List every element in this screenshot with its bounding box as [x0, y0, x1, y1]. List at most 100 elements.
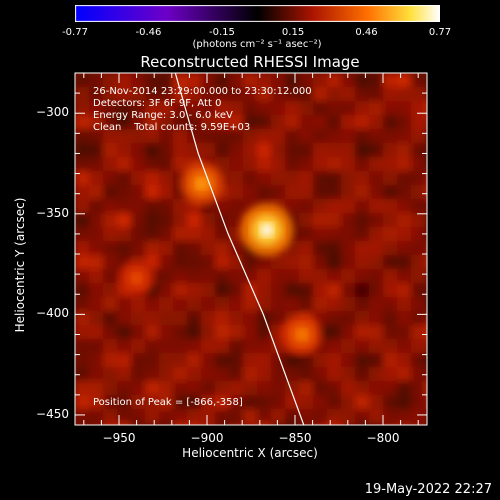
heatmap-cell [159, 171, 173, 185]
heatmap-cell [425, 311, 427, 325]
heatmap-cell [173, 269, 187, 283]
heatmap-cell [131, 129, 145, 143]
heatmap-cell [117, 199, 131, 213]
heatmap-cell [201, 115, 215, 129]
heatmap-cell [257, 171, 271, 185]
heatmap-cell [187, 73, 201, 87]
heatmap-cell [327, 409, 341, 423]
heatmap-cell [355, 157, 369, 171]
heatmap-cell [201, 227, 215, 241]
heatmap-cell [201, 143, 215, 157]
heatmap-cell [103, 255, 117, 269]
chart-title: Reconstructed RHESSI Image [140, 53, 360, 71]
heatmap-cell [271, 381, 285, 395]
heatmap-cell [187, 87, 201, 101]
heatmap-cell [313, 423, 327, 425]
heatmap-cell [229, 199, 243, 213]
heatmap-cell [229, 367, 243, 381]
heatmap-cell [313, 353, 327, 367]
heatmap-cell [187, 339, 201, 353]
heatmap-cell [327, 241, 341, 255]
heatmap-cell [299, 73, 313, 87]
heatmap-cell [75, 115, 89, 129]
heatmap-cell [257, 185, 271, 199]
heatmap-cell [383, 227, 397, 241]
heatmap-cell [327, 87, 341, 101]
heatmap-cell [285, 185, 299, 199]
heatmap-cell [131, 353, 145, 367]
heatmap-cell [313, 199, 327, 213]
heatmap-cell [425, 255, 427, 269]
heatmap-cell [117, 185, 131, 199]
heatmap-cell [355, 213, 369, 227]
colorbar-tick-label: 0.77 [428, 27, 452, 38]
heatmap-cell [131, 381, 145, 395]
heatmap-cell [117, 297, 131, 311]
info-energy-range: Energy Range: 3.0 - 6.0 keV [93, 110, 233, 121]
info-time-range: 26-Nov-2014 23:29:00.000 to 23:30:12.000 [93, 86, 312, 97]
heatmap-cell [75, 227, 89, 241]
heatmap-cell [215, 381, 229, 395]
heatmap-cell [341, 241, 355, 255]
heatmap-cell [257, 269, 271, 283]
heatmap-cell [159, 395, 173, 409]
heatmap-cell [327, 101, 341, 115]
heatmap-cell [341, 297, 355, 311]
heatmap-cell [103, 129, 117, 143]
heatmap-cell [299, 213, 313, 227]
heatmap-cell [397, 339, 411, 353]
heatmap-cell [313, 297, 327, 311]
heatmap-cell [383, 157, 397, 171]
heatmap-cell [383, 269, 397, 283]
heatmap-cell [173, 73, 187, 87]
heatmap-cell [103, 227, 117, 241]
heatmap-cell [173, 339, 187, 353]
y-tick-label: −450 [36, 406, 69, 421]
heatmap-cell [201, 409, 215, 423]
heatmap-cell [215, 101, 229, 115]
heatmap-cell [355, 381, 369, 395]
heatmap-cell [75, 311, 89, 325]
heatmap-cell [397, 311, 411, 325]
heatmap-cell [341, 395, 355, 409]
heatmap-cell [75, 381, 89, 395]
heatmap-cell [411, 241, 425, 255]
heatmap-cell [159, 129, 173, 143]
heatmap-cell [411, 339, 425, 353]
heatmap-cell [397, 325, 411, 339]
heatmap-cell [313, 213, 327, 227]
heatmap-cell [397, 143, 411, 157]
heatmap-cell [173, 227, 187, 241]
heatmap-cell [313, 143, 327, 157]
heatmap-cell [327, 297, 341, 311]
x-tick-label: −850 [278, 431, 312, 445]
heatmap-cell [117, 101, 131, 115]
heatmap-cell [341, 129, 355, 143]
heatmap-cell [89, 73, 103, 87]
heatmap-cell [187, 143, 201, 157]
heatmap-cell [75, 129, 89, 143]
heatmap-cell [103, 353, 117, 367]
heatmap-cell [327, 199, 341, 213]
heatmap-cell [285, 395, 299, 409]
heatmap-cell [243, 339, 257, 353]
heatmap-cell [173, 241, 187, 255]
heatmap-cell [369, 325, 383, 339]
heatmap-cell [215, 255, 229, 269]
heatmap-cell [313, 157, 327, 171]
heatmap-cell [215, 213, 229, 227]
heatmap-cell [327, 129, 341, 143]
heatmap-cell [411, 115, 425, 129]
heatmap-cell [145, 101, 159, 115]
heatmap-cell [131, 241, 145, 255]
heatmap-cell [425, 423, 427, 425]
heatmap-cell [103, 185, 117, 199]
heatmap-cell [425, 185, 427, 199]
heatmap-cell [285, 171, 299, 185]
heatmap-cell [229, 283, 243, 297]
y-tick-label: −400 [36, 306, 69, 321]
heatmap-cell [215, 423, 229, 425]
heatmap-cell [299, 227, 313, 241]
heatmap-cell [159, 199, 173, 213]
x-axis-label: Heliocentric X (arcsec) [182, 446, 318, 460]
